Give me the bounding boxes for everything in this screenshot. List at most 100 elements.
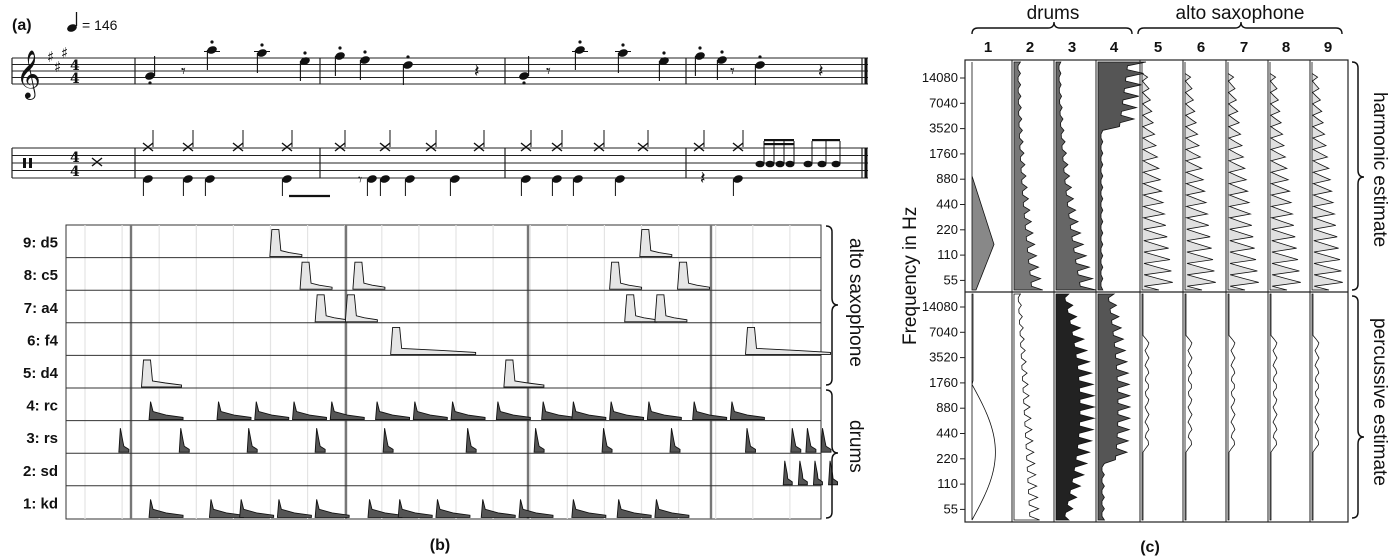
alto-brace bbox=[825, 225, 839, 386]
c-ytick-label: 440 bbox=[936, 426, 958, 441]
panel-c-frame bbox=[964, 59, 1349, 523]
c-alto-brace bbox=[1137, 21, 1343, 35]
tempo-mark: = 146 bbox=[67, 12, 118, 33]
rest-icon: 𝄾 bbox=[358, 170, 362, 189]
spectrum-shape bbox=[1013, 293, 1040, 521]
activation-mark bbox=[276, 499, 312, 518]
spectrum-shape bbox=[1269, 62, 1301, 291]
activation-mark bbox=[450, 401, 486, 421]
activation-mark bbox=[571, 401, 607, 421]
activation-mark bbox=[646, 401, 682, 421]
row-label: 8: c5 bbox=[24, 267, 58, 284]
svg-text:4: 4 bbox=[70, 58, 80, 74]
activation-mark bbox=[148, 499, 184, 518]
c-ytick-label: 880 bbox=[936, 171, 958, 186]
row-label: 5: d4 bbox=[23, 365, 59, 382]
activation-mark bbox=[141, 359, 182, 388]
spectrum-shape bbox=[1141, 62, 1173, 291]
c-column-number: 6 bbox=[1197, 39, 1205, 56]
spectrum-shape bbox=[971, 62, 995, 291]
activation-mark bbox=[828, 460, 838, 486]
row-label: 1: kd bbox=[23, 495, 58, 512]
note-head bbox=[519, 72, 529, 80]
note-head bbox=[360, 56, 370, 64]
c-ytick-label: 110 bbox=[937, 476, 958, 491]
c-column-number: 9 bbox=[1324, 39, 1332, 56]
spectrum-shape bbox=[1227, 293, 1236, 521]
c-ytick-label: 880 bbox=[936, 400, 958, 415]
activation-mark bbox=[435, 499, 471, 518]
percussive-brace bbox=[1351, 295, 1365, 519]
activation-mark bbox=[148, 401, 184, 421]
activation-mark bbox=[118, 428, 130, 453]
activation-mark bbox=[216, 401, 252, 421]
activation-mark bbox=[390, 326, 477, 355]
note-head bbox=[145, 72, 155, 80]
c-ytick-label: 1760 bbox=[929, 146, 958, 161]
note-head bbox=[659, 57, 669, 65]
activation-mark bbox=[616, 499, 652, 518]
rest-icon: 𝄾 bbox=[546, 61, 551, 82]
c-column-number: 1 bbox=[984, 39, 992, 56]
drums-brace bbox=[825, 389, 839, 519]
panel-a-label: (a) bbox=[12, 17, 32, 34]
c-column-number: 2 bbox=[1026, 39, 1034, 56]
note-head bbox=[755, 61, 765, 69]
spectrum-shape bbox=[1141, 293, 1150, 521]
activation-mark bbox=[314, 499, 350, 518]
activation-mark bbox=[503, 359, 545, 388]
activation-mark bbox=[820, 428, 832, 453]
treble-clef-icon: 𝄞 bbox=[16, 49, 41, 100]
row-label: 4: rc bbox=[26, 398, 58, 415]
rest-icon: 𝄽 bbox=[474, 61, 480, 82]
activation-mark bbox=[292, 401, 327, 421]
rest-icon: 𝄽 bbox=[818, 61, 824, 82]
rest-icon: 𝄾 bbox=[181, 61, 186, 82]
panel-b-row-labels: 9: d5 8: c5 7: a4 6: f4 5: d4 4: rc 3: rs 2: sd… bbox=[23, 235, 59, 513]
activation-mark bbox=[299, 261, 333, 290]
c-ytick-label: 55 bbox=[944, 501, 958, 516]
spectrum-shape bbox=[1055, 61, 1097, 291]
c-ytick-label: 7040 bbox=[929, 324, 958, 339]
c-column-number: 8 bbox=[1282, 39, 1290, 56]
percussive-label: percussive estimate bbox=[1369, 318, 1390, 486]
tempo-text: = 146 bbox=[82, 17, 118, 33]
panel-b-grid bbox=[66, 225, 821, 519]
activation-mark bbox=[375, 401, 410, 421]
activation-mark bbox=[609, 261, 643, 290]
c-ytick-label: 220 bbox=[936, 451, 958, 466]
spectrum-shape bbox=[1097, 61, 1147, 291]
panel-b-activation-plot: 9: d5 8: c5 7: a4 6: f4 5: d4 4: rc 3: rs 2: sd… bbox=[23, 224, 838, 520]
spectrum-shape bbox=[1227, 62, 1259, 291]
activation-mark bbox=[541, 401, 577, 421]
harmonic-brace bbox=[1351, 61, 1365, 291]
activation-mark bbox=[254, 401, 290, 421]
activation-mark bbox=[178, 428, 190, 453]
activation-mark bbox=[677, 261, 710, 290]
c-ytick-label: 1760 bbox=[929, 375, 958, 390]
spectrum-shape bbox=[1013, 61, 1043, 291]
note-head bbox=[335, 52, 345, 60]
row-label: 2: sd bbox=[23, 463, 58, 480]
rest-icon: 𝄾 bbox=[730, 61, 735, 82]
spectrum-shape bbox=[1311, 293, 1320, 521]
activation-mark bbox=[609, 401, 645, 421]
spectrum-shape bbox=[1184, 293, 1193, 521]
note-head bbox=[300, 57, 310, 65]
c-column-number: 3 bbox=[1068, 39, 1076, 56]
c-ytick-label: 110 bbox=[937, 247, 958, 262]
melody-staff: 𝄞 ♯♯♯44 𝄾 𝄽 𝄾 𝄾 𝄽 bbox=[11, 40, 868, 100]
activation-mark bbox=[669, 428, 681, 453]
svg-text:4: 4 bbox=[70, 164, 80, 180]
spectrum-shape bbox=[1184, 62, 1216, 291]
activation-mark bbox=[352, 261, 386, 290]
row-label: 7: a4 bbox=[24, 300, 59, 317]
c-ytick-label: 3520 bbox=[929, 121, 958, 136]
c-alto-header: alto saxophone bbox=[1176, 3, 1305, 24]
harmonic-label: harmonic estimate bbox=[1369, 92, 1390, 247]
spectrum-shape bbox=[1097, 293, 1132, 521]
c-ytick-label: 55 bbox=[944, 272, 958, 287]
c-ytick-label: 14080 bbox=[922, 70, 958, 85]
c-ytick-label: 220 bbox=[936, 222, 958, 237]
activation-mark bbox=[790, 428, 802, 453]
